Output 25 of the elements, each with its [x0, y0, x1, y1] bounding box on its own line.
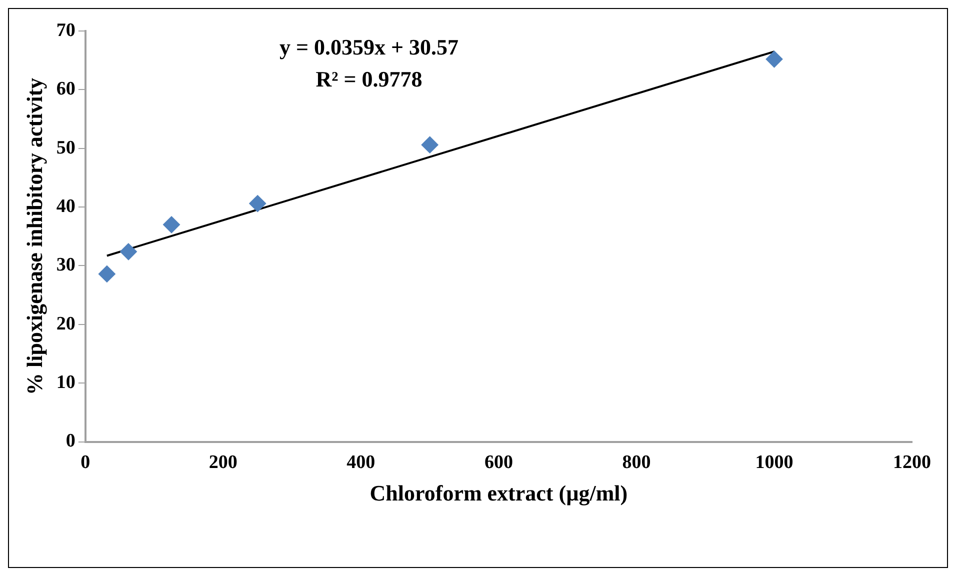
y-tick-label: 70 — [56, 20, 76, 41]
x-tick-label: 1000 — [755, 452, 794, 474]
y-tick-label: 30 — [56, 254, 76, 276]
x-tick-label: 200 — [208, 452, 238, 474]
point — [163, 216, 180, 234]
annotation: y = 0.0359x + 30.57 — [279, 34, 459, 60]
x-tick-label: 0 — [80, 452, 90, 474]
y-tick-label: 20 — [56, 313, 76, 334]
point — [766, 50, 783, 68]
point — [421, 136, 438, 154]
point — [98, 265, 116, 282]
point — [249, 195, 266, 212]
y-tick-label: 10 — [56, 372, 76, 394]
x-tick-label: 800 — [622, 452, 651, 474]
y-axis-title: % lipoxigenase inhibitory activity — [22, 78, 47, 395]
y-tick-label: 50 — [56, 137, 76, 158]
y-tick-label: 60 — [56, 78, 76, 100]
x-tick-label: 400 — [346, 452, 376, 474]
x-axis-title: Chloroform extract (µg/ml) — [370, 480, 628, 506]
point — [120, 243, 137, 260]
x-tick-label: 600 — [484, 452, 513, 474]
x-tick-label: 1200 — [893, 452, 931, 474]
annotation: R² = 0.9778 — [316, 66, 422, 92]
y-tick-label: 40 — [56, 196, 76, 217]
y-tick-label: 0 — [66, 430, 76, 452]
